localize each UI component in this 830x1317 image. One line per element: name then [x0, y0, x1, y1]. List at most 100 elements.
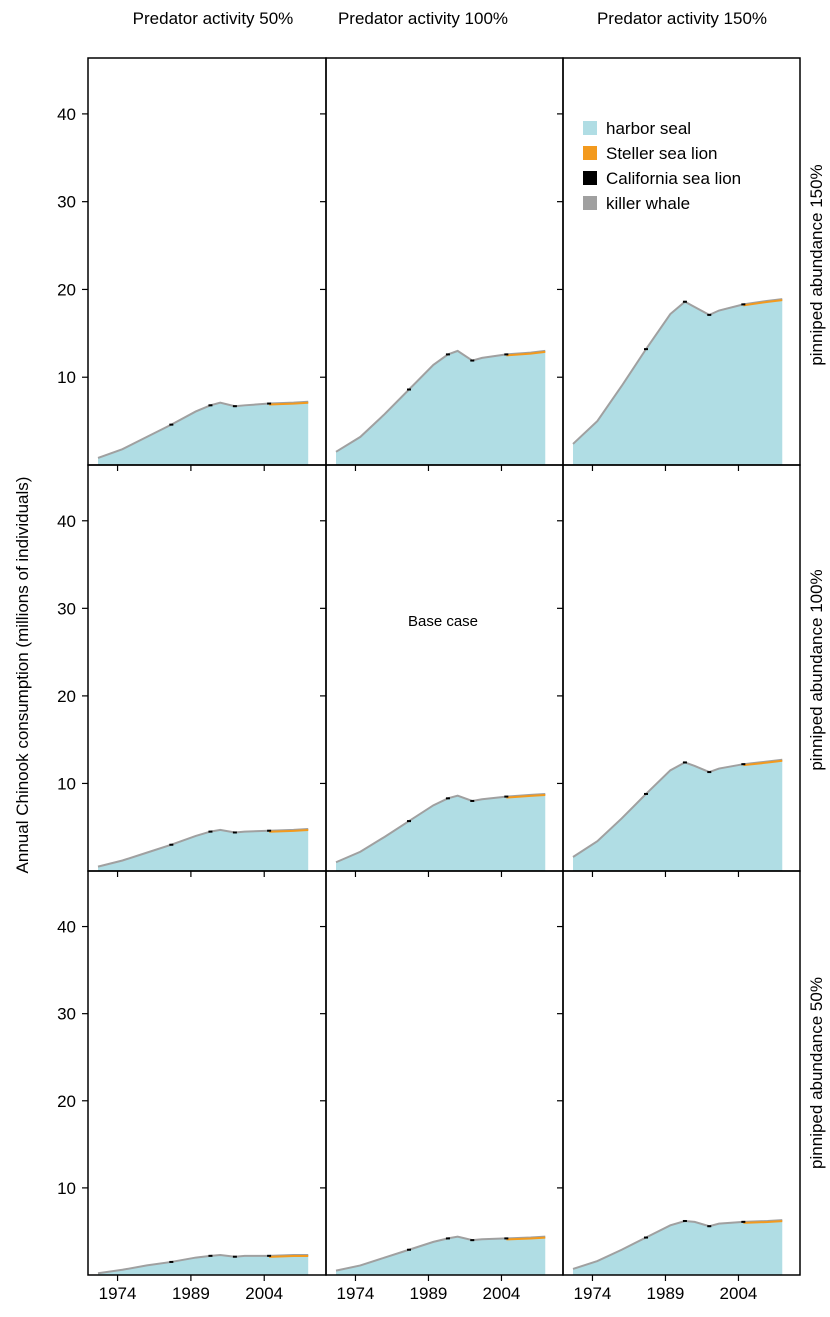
- area-california-sea-lion-r3c3: [682, 1219, 687, 1222]
- area-harbor-seal-r1c2: [336, 350, 546, 465]
- y-axis-label: Annual Chinook consumption (millions of …: [13, 477, 32, 874]
- legend-swatch-harbor-seal: [583, 121, 597, 135]
- area-harbor-seal-r3c1: [98, 1254, 309, 1275]
- legend-label-killer-whale: killer whale: [606, 194, 690, 213]
- area-steller-sea-lion-r1c1: [269, 401, 309, 406]
- area-california-sea-lion-r2c1: [208, 830, 213, 833]
- legend-label-harbor-seal: harbor seal: [606, 119, 691, 138]
- area-california-sea-lion-r3c1: [267, 1254, 272, 1257]
- panel-frame-r3c3: [562, 870, 801, 1276]
- y-tick-label: 30: [57, 193, 76, 212]
- legend-swatch-steller-sea-lion: [583, 146, 597, 160]
- x-tick-label: 1989: [410, 1284, 448, 1303]
- area-california-sea-lion-r3c3: [707, 1225, 712, 1228]
- legend-swatch-killer-whale: [583, 196, 597, 210]
- panel-frame-r3c1: [87, 870, 327, 1276]
- area-california-sea-lion-r1c2: [407, 388, 411, 391]
- area-california-sea-lion-r3c2: [470, 1239, 475, 1242]
- area-harbor-seal-r2c2: [336, 793, 546, 871]
- area-california-sea-lion-r3c1: [169, 1260, 174, 1263]
- y-tick-label: 10: [57, 774, 76, 793]
- legend-swatch-california-sea-lion: [583, 171, 597, 185]
- area-harbor-seal-r2c1: [98, 828, 309, 871]
- y-tick-label: 40: [57, 105, 76, 124]
- area-california-sea-lion-r2c3: [644, 792, 648, 795]
- legend-label-california-sea-lion: California sea lion: [606, 169, 741, 188]
- area-california-sea-lion-r1c3: [682, 300, 687, 303]
- area-california-sea-lion-r3c3: [644, 1236, 648, 1239]
- x-tick-label: 1974: [337, 1284, 375, 1303]
- area-california-sea-lion-r1c2: [470, 359, 475, 362]
- annotation-base-case: Base case: [408, 613, 478, 630]
- area-california-sea-lion-r2c3: [682, 761, 687, 764]
- area-california-sea-lion-r1c1: [208, 404, 213, 407]
- y-tick-label: 20: [57, 1092, 76, 1111]
- area-california-sea-lion-r1c1: [267, 402, 272, 405]
- area-california-sea-lion-r3c2: [504, 1237, 509, 1240]
- axes: 10 20 30 40 10 20 30 40 10 20 30 40 1974 1989 2004 1974…: [57, 105, 757, 1303]
- area-steller-sea-lion-r2c3: [743, 759, 783, 767]
- area-steller-sea-lion-r3c1: [269, 1254, 309, 1258]
- column-label-3: Predator activity 150%: [597, 9, 767, 28]
- area-steller-sea-lion-r2c2: [506, 793, 546, 799]
- x-tick-label: 2004: [720, 1284, 758, 1303]
- y-tick-label: 10: [57, 368, 76, 387]
- x-tick-label: 1974: [574, 1284, 612, 1303]
- area-california-sea-lion-r3c3: [741, 1220, 746, 1223]
- panel-frame-r3c2: [325, 870, 564, 1276]
- area-steller-sea-lion-r1c2: [506, 350, 546, 357]
- area-california-sea-lion-r2c1: [267, 829, 272, 832]
- area-california-sea-lion-r1c2: [445, 353, 450, 356]
- area-harbor-seal-r3c2: [336, 1236, 546, 1275]
- x-tick-label: 1989: [172, 1284, 210, 1303]
- area-steller-sea-lion-r3c3: [743, 1220, 783, 1224]
- panel-grid: [97, 298, 783, 1275]
- area-california-sea-lion-r3c2: [407, 1248, 411, 1251]
- panel-frames: [87, 57, 801, 1276]
- area-steller-sea-lion-r3c2: [506, 1236, 546, 1241]
- x-tick-label: 1974: [99, 1284, 137, 1303]
- area-california-sea-lion-r1c3: [707, 313, 712, 316]
- row-label-2: pinniped abundance 100%: [807, 569, 826, 770]
- y-tick-label: 40: [57, 512, 76, 531]
- area-california-sea-lion-r1c1: [169, 423, 174, 426]
- area-california-sea-lion-r3c1: [208, 1254, 213, 1257]
- area-steller-sea-lion-r2c1: [269, 828, 309, 833]
- x-tick-label: 1989: [647, 1284, 685, 1303]
- area-california-sea-lion-r2c3: [741, 763, 746, 766]
- legend: harbor seal Steller sea lion California …: [583, 119, 741, 213]
- x-tick-label: 2004: [245, 1284, 283, 1303]
- area-california-sea-lion-r2c2: [407, 820, 411, 823]
- area-steller-sea-lion-r1c3: [743, 299, 783, 307]
- area-california-sea-lion-r2c2: [470, 799, 475, 802]
- x-tick-label: 2004: [483, 1284, 521, 1303]
- area-california-sea-lion-r1c3: [741, 303, 746, 306]
- area-killer-whale-r3c3: [572, 1219, 783, 1270]
- y-tick-label: 10: [57, 1179, 76, 1198]
- y-tick-label: 40: [57, 918, 76, 937]
- column-label-1: Predator activity 50%: [133, 9, 294, 28]
- y-tick-label: 30: [57, 1005, 76, 1024]
- y-tick-label: 20: [57, 687, 76, 706]
- area-california-sea-lion-r1c3: [644, 348, 648, 351]
- y-tick-label: 30: [57, 599, 76, 618]
- area-california-sea-lion-r2c1: [232, 831, 237, 834]
- area-california-sea-lion-r2c2: [504, 795, 509, 798]
- column-label-2: Predator activity 100%: [338, 9, 508, 28]
- area-harbor-seal-r1c1: [98, 401, 309, 465]
- panel-frame-r2c1: [87, 464, 327, 872]
- area-harbor-seal-r2c3: [573, 759, 783, 871]
- area-harbor-seal-r3c3: [573, 1220, 783, 1275]
- area-california-sea-lion-r2c2: [445, 797, 450, 800]
- row-label-3: pinniped abundance 50%: [807, 977, 826, 1169]
- y-tick-label: 20: [57, 280, 76, 299]
- area-california-sea-lion-r2c3: [707, 771, 712, 774]
- area-california-sea-lion-r1c2: [504, 353, 509, 356]
- area-harbor-seal-r1c3: [573, 299, 783, 465]
- area-california-sea-lion-r1c1: [232, 405, 237, 408]
- area-california-sea-lion-r3c2: [445, 1237, 450, 1240]
- area-california-sea-lion-r2c1: [169, 843, 174, 846]
- area-california-sea-lion-r3c1: [232, 1255, 237, 1258]
- area-killer-whale-r3c2: [335, 1235, 546, 1272]
